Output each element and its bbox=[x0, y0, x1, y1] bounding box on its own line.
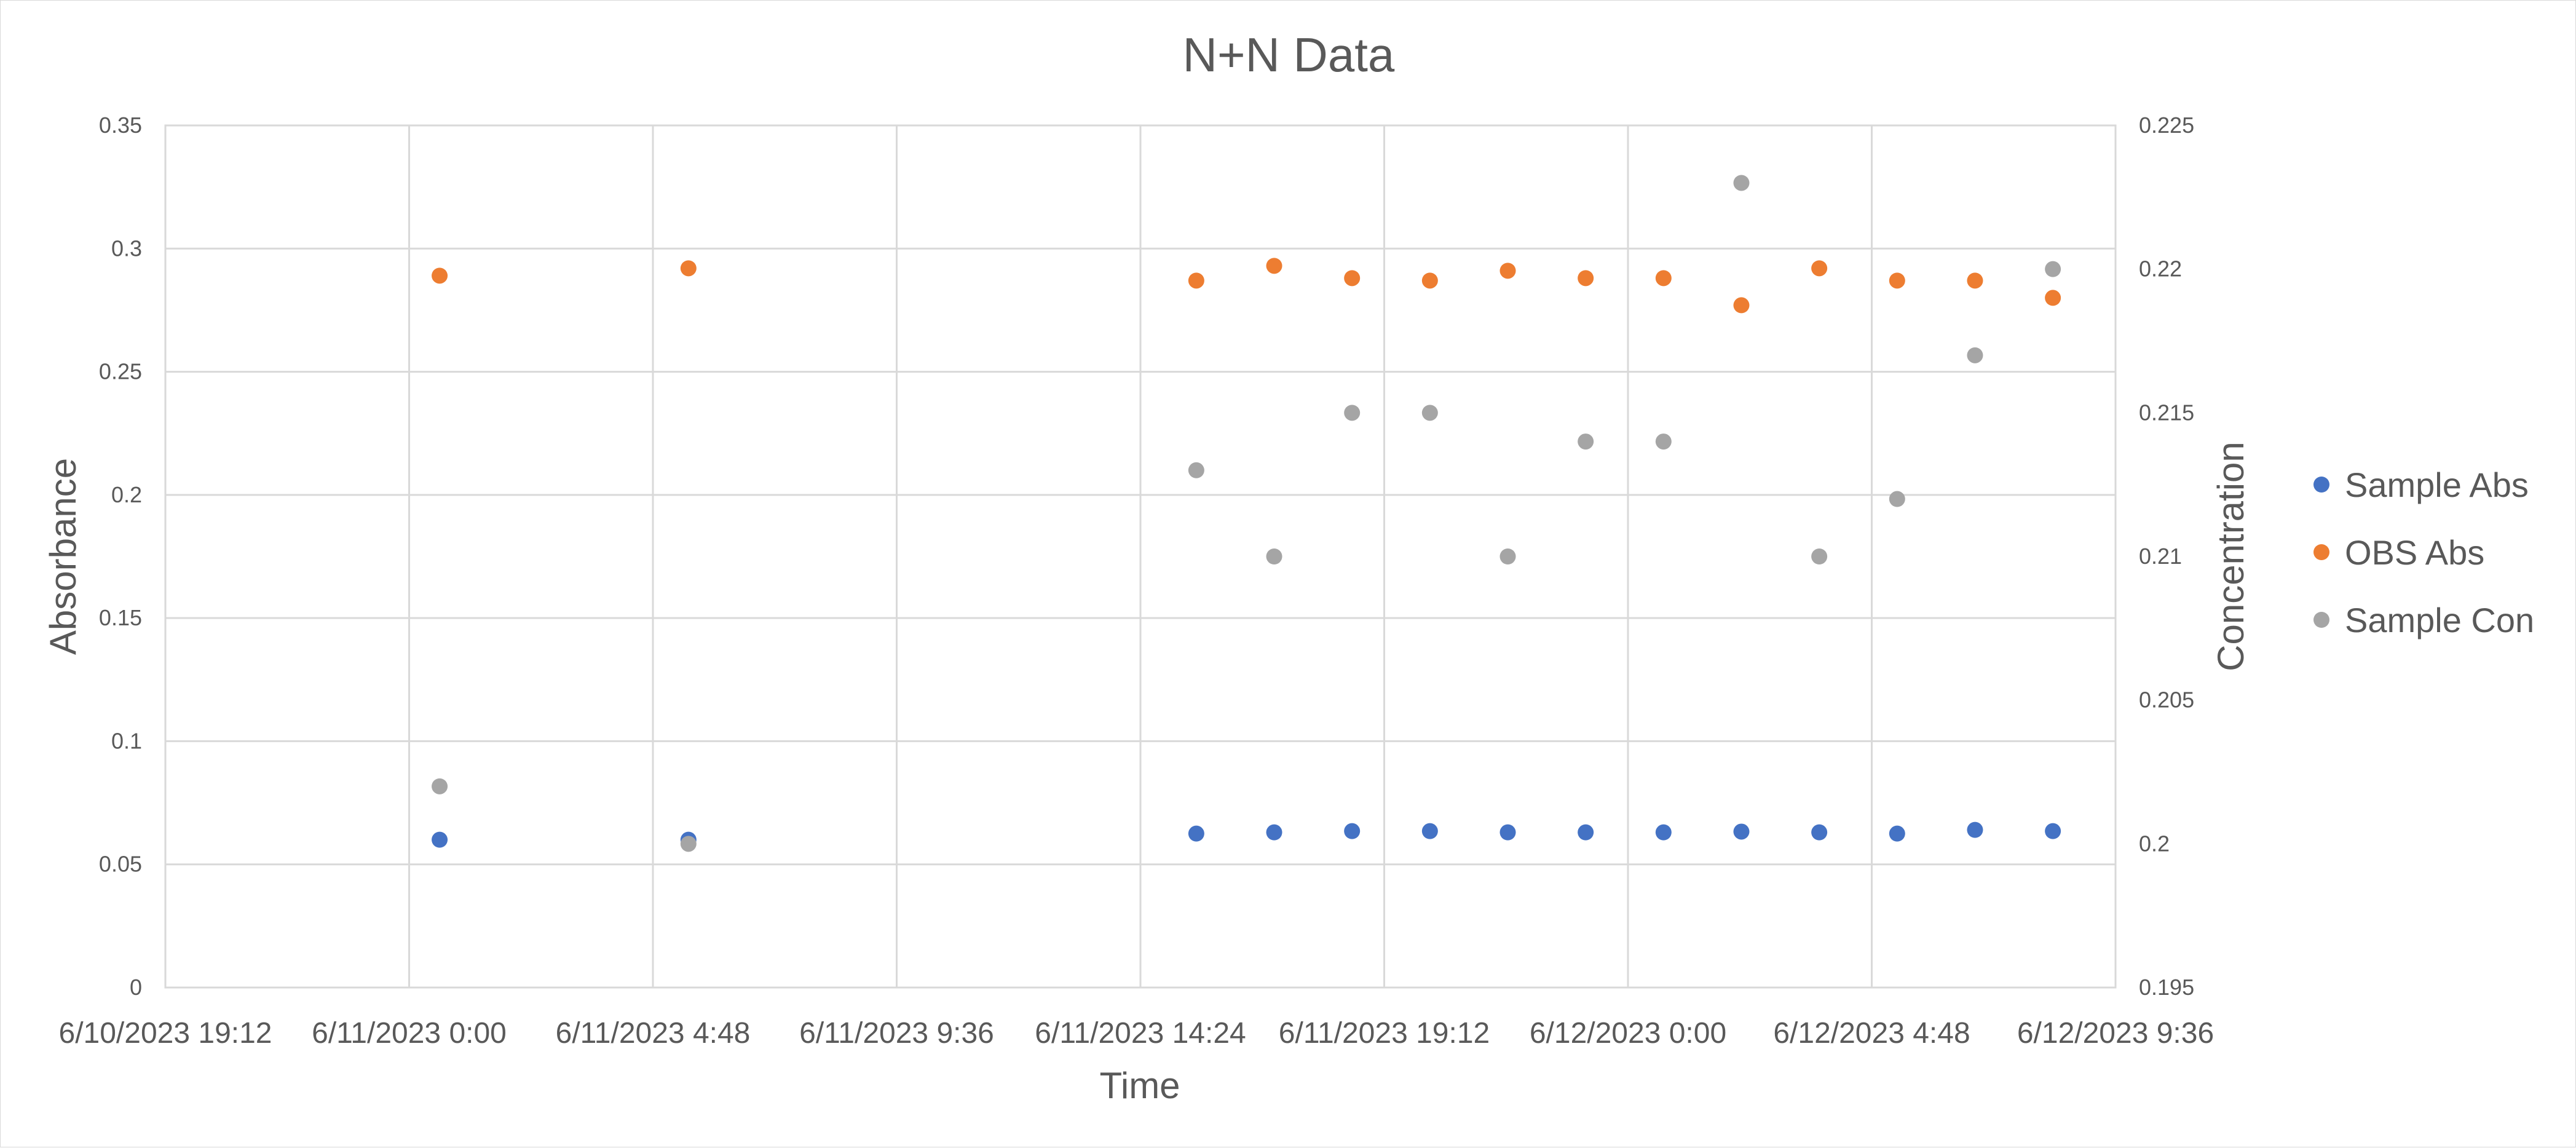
x-tick-label: 6/11/2023 4:48 bbox=[556, 1017, 751, 1050]
y2-tick-label: 0.2 bbox=[2139, 831, 2170, 856]
data-point bbox=[1421, 272, 1438, 289]
data-point bbox=[1578, 824, 1594, 841]
data-point bbox=[1344, 823, 1361, 839]
right-axis-ticks: 0.195 0.2 0.205 0.21 0.215 0.22 0.225 bbox=[2139, 113, 2194, 1000]
data-point bbox=[2045, 823, 2061, 839]
data-points bbox=[432, 175, 2061, 852]
y-tick-label: 0.35 bbox=[99, 113, 142, 138]
data-point bbox=[2045, 261, 2061, 277]
x-tick-label: 6/12/2023 9:36 bbox=[2017, 1017, 2214, 1050]
y2-tick-label: 0.215 bbox=[2139, 400, 2194, 425]
data-point bbox=[1811, 824, 1828, 841]
data-point bbox=[1733, 823, 1750, 840]
x-tick-label: 6/11/2023 0:00 bbox=[312, 1017, 507, 1050]
data-point bbox=[1344, 270, 1361, 287]
y-tick-label: 0 bbox=[130, 975, 142, 1000]
series-0 bbox=[432, 821, 2061, 848]
y2-axis-title: Concentration bbox=[2210, 441, 2251, 671]
data-point bbox=[1811, 548, 1828, 564]
y-tick-label: 0.25 bbox=[99, 359, 142, 384]
data-point bbox=[1889, 272, 1905, 289]
x-tick-label: 6/11/2023 9:36 bbox=[799, 1017, 994, 1050]
data-point bbox=[2045, 290, 2061, 306]
data-point bbox=[1967, 821, 1983, 838]
y-tick-label: 0.05 bbox=[99, 852, 142, 877]
data-point bbox=[680, 260, 697, 277]
data-point bbox=[1499, 548, 1516, 564]
y-tick-label: 0.2 bbox=[111, 482, 142, 507]
legend-marker bbox=[2313, 477, 2329, 493]
data-point bbox=[432, 778, 448, 794]
data-point bbox=[1188, 825, 1204, 842]
x-tick-label: 6/12/2023 0:00 bbox=[1530, 1017, 1726, 1050]
y2-tick-label: 0.205 bbox=[2139, 687, 2194, 713]
data-point bbox=[1655, 270, 1672, 287]
data-point bbox=[1344, 405, 1361, 421]
series-2 bbox=[432, 175, 2061, 852]
y2-tick-label: 0.225 bbox=[2139, 113, 2194, 138]
data-point bbox=[432, 267, 448, 284]
chart-title: N+N Data bbox=[1183, 28, 1395, 82]
x-tick-label: 6/11/2023 19:12 bbox=[1279, 1017, 1490, 1050]
data-point bbox=[1266, 258, 1282, 274]
x-axis-ticks: 6/10/2023 19:12 6/11/2023 0:00 6/11/2023 4… bbox=[59, 1017, 2214, 1050]
left-axis-ticks: 0 0.05 0.1 0.15 0.2 0.25 0.3 0.35 bbox=[99, 113, 142, 1000]
data-point bbox=[1889, 491, 1905, 507]
data-point bbox=[1188, 462, 1204, 478]
data-point bbox=[1578, 270, 1594, 287]
data-point bbox=[1733, 175, 1750, 191]
y2-tick-label: 0.22 bbox=[2139, 256, 2182, 282]
data-point bbox=[1266, 824, 1282, 841]
legend-marker bbox=[2313, 612, 2329, 628]
data-point bbox=[1655, 824, 1672, 841]
data-point bbox=[1499, 824, 1516, 841]
y-tick-label: 0.1 bbox=[111, 728, 142, 753]
legend-marker bbox=[2313, 544, 2329, 560]
data-point bbox=[1499, 263, 1516, 279]
y-axis-title: Absorbance bbox=[42, 458, 84, 655]
y-tick-label: 0.15 bbox=[99, 605, 142, 630]
x-tick-label: 6/10/2023 19:12 bbox=[59, 1017, 272, 1050]
data-point bbox=[1578, 433, 1594, 450]
data-point bbox=[1421, 823, 1438, 839]
series-1 bbox=[432, 258, 2061, 314]
y2-tick-label: 0.195 bbox=[2139, 975, 2194, 1000]
x-tick-label: 6/12/2023 4:48 bbox=[1773, 1017, 1970, 1050]
data-point bbox=[1266, 548, 1282, 564]
data-point bbox=[1733, 297, 1750, 314]
data-point bbox=[1889, 825, 1905, 842]
data-point bbox=[1967, 272, 1983, 289]
legend: Sample Abs OBS Abs Sample Con bbox=[2313, 465, 2534, 639]
legend-label: Sample Con bbox=[2345, 601, 2534, 639]
y-tick-label: 0.3 bbox=[111, 236, 142, 261]
data-point bbox=[1967, 347, 1983, 363]
data-point bbox=[680, 836, 697, 852]
y2-tick-label: 0.21 bbox=[2139, 544, 2182, 569]
data-point bbox=[1188, 272, 1204, 289]
gridlines bbox=[164, 124, 2117, 989]
legend-label: Sample Abs bbox=[2345, 465, 2529, 504]
data-point bbox=[1421, 405, 1438, 421]
x-tick-label: 6/11/2023 14:24 bbox=[1035, 1017, 1246, 1050]
plot-area bbox=[164, 124, 2117, 989]
legend-label: OBS Abs bbox=[2345, 533, 2484, 572]
x-axis-title: Time bbox=[1099, 1065, 1180, 1106]
data-point bbox=[1811, 260, 1828, 277]
data-point bbox=[1655, 433, 1672, 450]
data-point bbox=[432, 831, 448, 848]
